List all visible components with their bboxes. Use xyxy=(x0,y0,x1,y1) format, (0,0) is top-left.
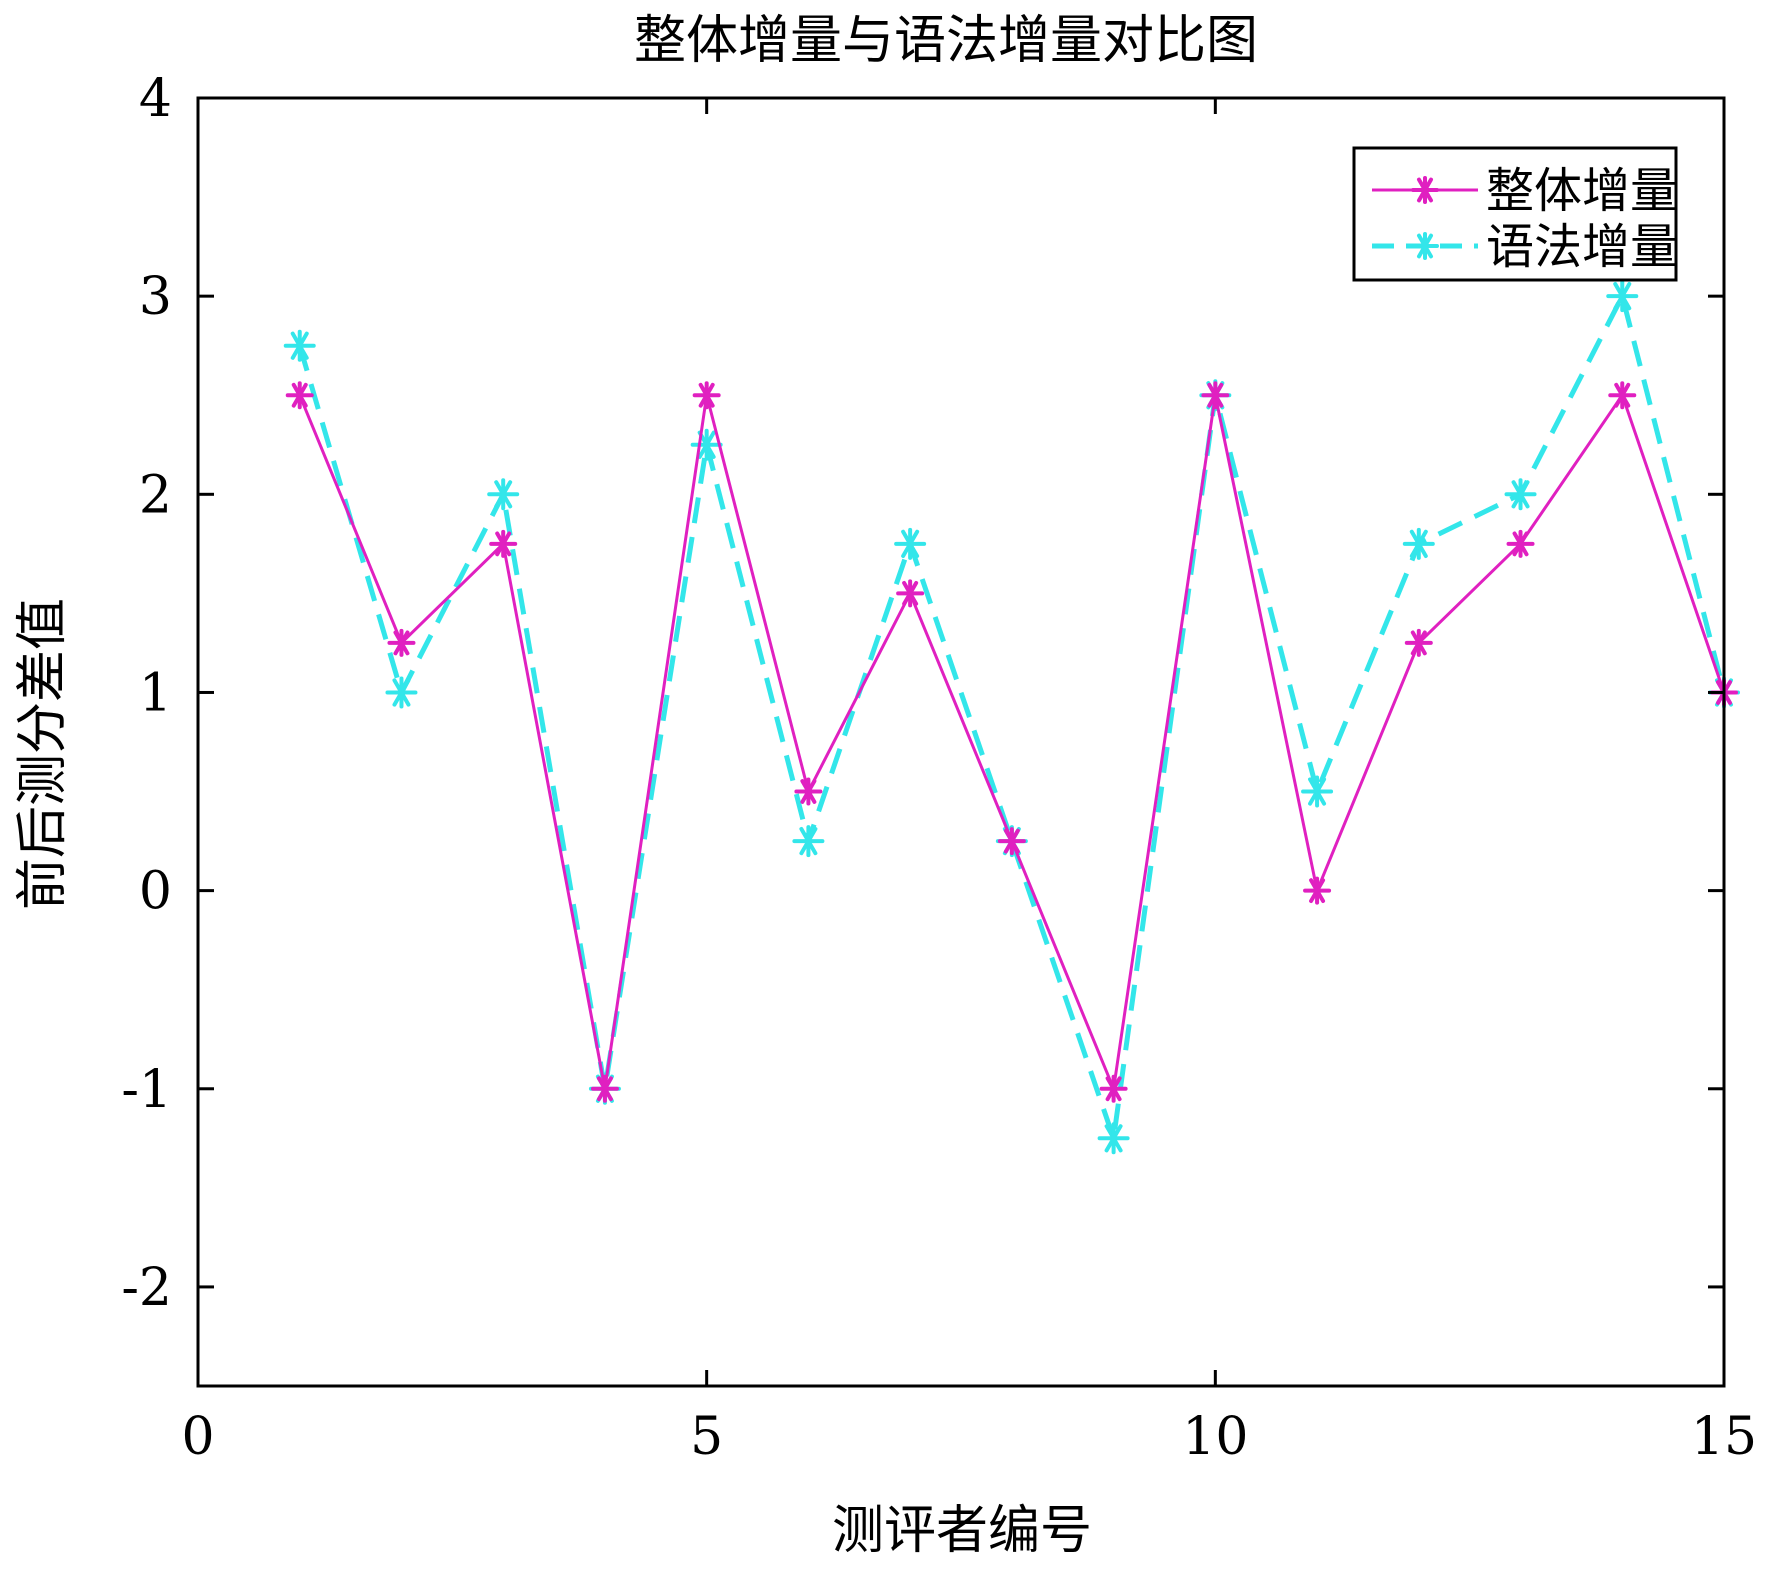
legend-label: 语法增量 xyxy=(1486,219,1678,275)
axis-ticks xyxy=(196,96,1726,1386)
y-axis-label: 前后测分差值 xyxy=(13,598,73,910)
data-point xyxy=(1097,1122,1130,1155)
data-point xyxy=(896,579,925,608)
x-tick-label: 15 xyxy=(1691,1407,1757,1467)
data-point xyxy=(1404,628,1433,657)
legend-marker xyxy=(1411,232,1439,260)
data-point xyxy=(285,381,314,410)
data-point xyxy=(894,527,927,560)
data-point xyxy=(489,529,518,558)
data-point xyxy=(487,478,520,511)
data-point xyxy=(590,1074,619,1103)
legend-item: 语法增量 xyxy=(1372,219,1678,275)
data-point xyxy=(997,827,1026,856)
data-point xyxy=(1301,775,1334,808)
y-tick-label: 0 xyxy=(139,862,172,922)
data-point xyxy=(283,329,316,362)
chart-title: 整体增量与语法增量对比图 xyxy=(634,11,1258,71)
data-point xyxy=(1402,527,1435,560)
data-point xyxy=(692,381,721,410)
legend-label: 整体增量 xyxy=(1486,163,1678,219)
series-line xyxy=(297,289,1727,1140)
data-point xyxy=(1201,381,1230,410)
data-point xyxy=(1506,529,1535,558)
y-tick-label: -2 xyxy=(121,1258,172,1318)
data-point xyxy=(385,676,418,709)
data-point xyxy=(792,825,825,858)
y-tick-label: 3 xyxy=(139,267,172,327)
x-tick-label: 10 xyxy=(1182,1407,1248,1467)
x-tick-label: 5 xyxy=(690,1407,723,1467)
legend-box xyxy=(1352,146,1678,282)
data-point xyxy=(387,628,416,657)
data-point xyxy=(1606,280,1639,313)
plot-frame xyxy=(196,96,1726,1388)
data-point xyxy=(794,777,823,806)
y-tick-label: 4 xyxy=(139,69,172,129)
x-axis-label: 测评者编号 xyxy=(832,1501,1092,1561)
data-point xyxy=(1504,478,1537,511)
data-point xyxy=(1099,1074,1128,1103)
x-tick-labels: 0 5 10 15 xyxy=(181,1407,1757,1467)
data-point xyxy=(1303,876,1332,905)
y-tick-label: -1 xyxy=(121,1060,172,1120)
y-tick-labels: -2 -1 0 1 2 3 4 xyxy=(121,69,172,1318)
data-point xyxy=(1608,381,1637,410)
y-tick-label: 2 xyxy=(139,465,172,525)
y-tick-label: 1 xyxy=(139,663,172,723)
legend-item: 整体增量 xyxy=(1372,163,1678,219)
x-tick-label: 0 xyxy=(181,1407,214,1467)
legend-marker xyxy=(1411,176,1439,204)
